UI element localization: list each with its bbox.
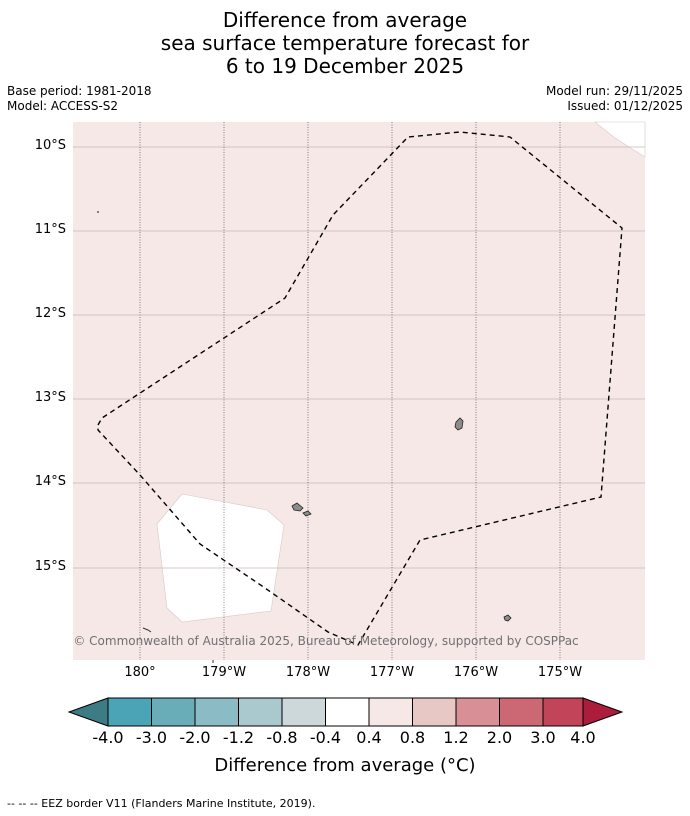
eez-legend-note: -- -- -- EEZ border V11 (Flanders Marine… [7,797,316,810]
no-data-corner [594,121,646,158]
colorbar-title: Difference from average (°C) [214,755,476,776]
colorbar-tick-label: -2.0 [179,728,211,747]
island-south [503,614,512,622]
colorbar-tick-label: -3.0 [135,728,168,747]
island-north [454,417,464,431]
model-text: Model: ACCESS-S2 [7,99,119,113]
colorbar-tick-label: 1.2 [443,728,469,747]
colorbar-tick-label: 0.8 [399,728,426,747]
colorbar-bin [499,697,544,727]
chart-title: Difference from average sea surface temp… [0,9,690,78]
gridlines [73,122,645,660]
colorbar-tick-label: 3.0 [530,728,556,747]
colorbar-tick-label: 4.0 [570,728,596,747]
lat-label-15s: 15°S [34,559,66,574]
lon-label-176w: 176°W [453,665,499,680]
issued-text: Issued: 01/12/2025 [567,99,683,113]
colorbar-extend-low [67,697,109,727]
lon-label-178w: 178°W [285,665,331,680]
meta-left: Base period: 1981-2018 Model: ACCESS-S2 [7,84,152,114]
lat-label-12s: 12°S [34,306,66,321]
model-run-text: Model run: 29/11/2025 [545,84,683,98]
lat-label-10s: 10°S [34,138,66,153]
island-west [291,502,304,512]
lat-label-11s: 11°S [34,222,66,237]
colorbar-bin [238,697,283,727]
colorbar-tick-label: -0.4 [309,728,342,747]
island-west-small [302,510,312,517]
colorbar-bin [194,697,239,727]
colorbar-tick-label: -4.0 [92,728,124,747]
lon-label-180: 180° [124,665,156,680]
colorbar-tick-label: -1.2 [222,728,255,747]
colorbar-tick-label: 0.4 [356,728,382,747]
islet-dot [97,211,99,213]
colorbar-bin [281,697,326,727]
lat-label-13s: 13°S [34,390,66,405]
base-period-text: Base period: 1981-2018 [7,84,152,98]
islet-south-west [142,627,152,633]
colorbar-bin [107,697,152,727]
copyright-notice: © Commonwealth of Australia 2025, Bureau… [73,634,578,648]
neutral-anomaly-patch [156,493,285,623]
colorbar-tick-label: -0.8 [266,728,298,747]
colorbar-bin [455,697,500,727]
colorbar-bin [368,697,413,727]
lon-label-177w: 177°W [369,665,415,680]
colorbar [67,697,624,727]
colorbar-tick-label: 2.0 [486,728,513,747]
eez-border-line [97,131,623,646]
map-area: © Commonwealth of Australia 2025, Bureau… [73,121,646,663]
lon-label-175w: 175°W [537,665,583,680]
colorbar-bin [412,697,457,727]
lon-label-179w: 179°W [201,665,247,680]
title-line-2: sea surface temperature forecast for [160,31,530,55]
title-line-3: 6 to 19 December 2025 [225,54,465,78]
colorbar-bin [151,697,196,727]
colorbar-bin [325,697,370,727]
title-line-1: Difference from average [222,8,468,32]
meta-right: Model run: 29/11/2025 Issued: 01/12/2025 [546,84,683,114]
sst-anomaly-background [73,122,645,660]
colorbar-bin [542,697,584,727]
colorbar-extend-high [582,697,624,727]
lat-label-14s: 14°S [34,474,66,489]
